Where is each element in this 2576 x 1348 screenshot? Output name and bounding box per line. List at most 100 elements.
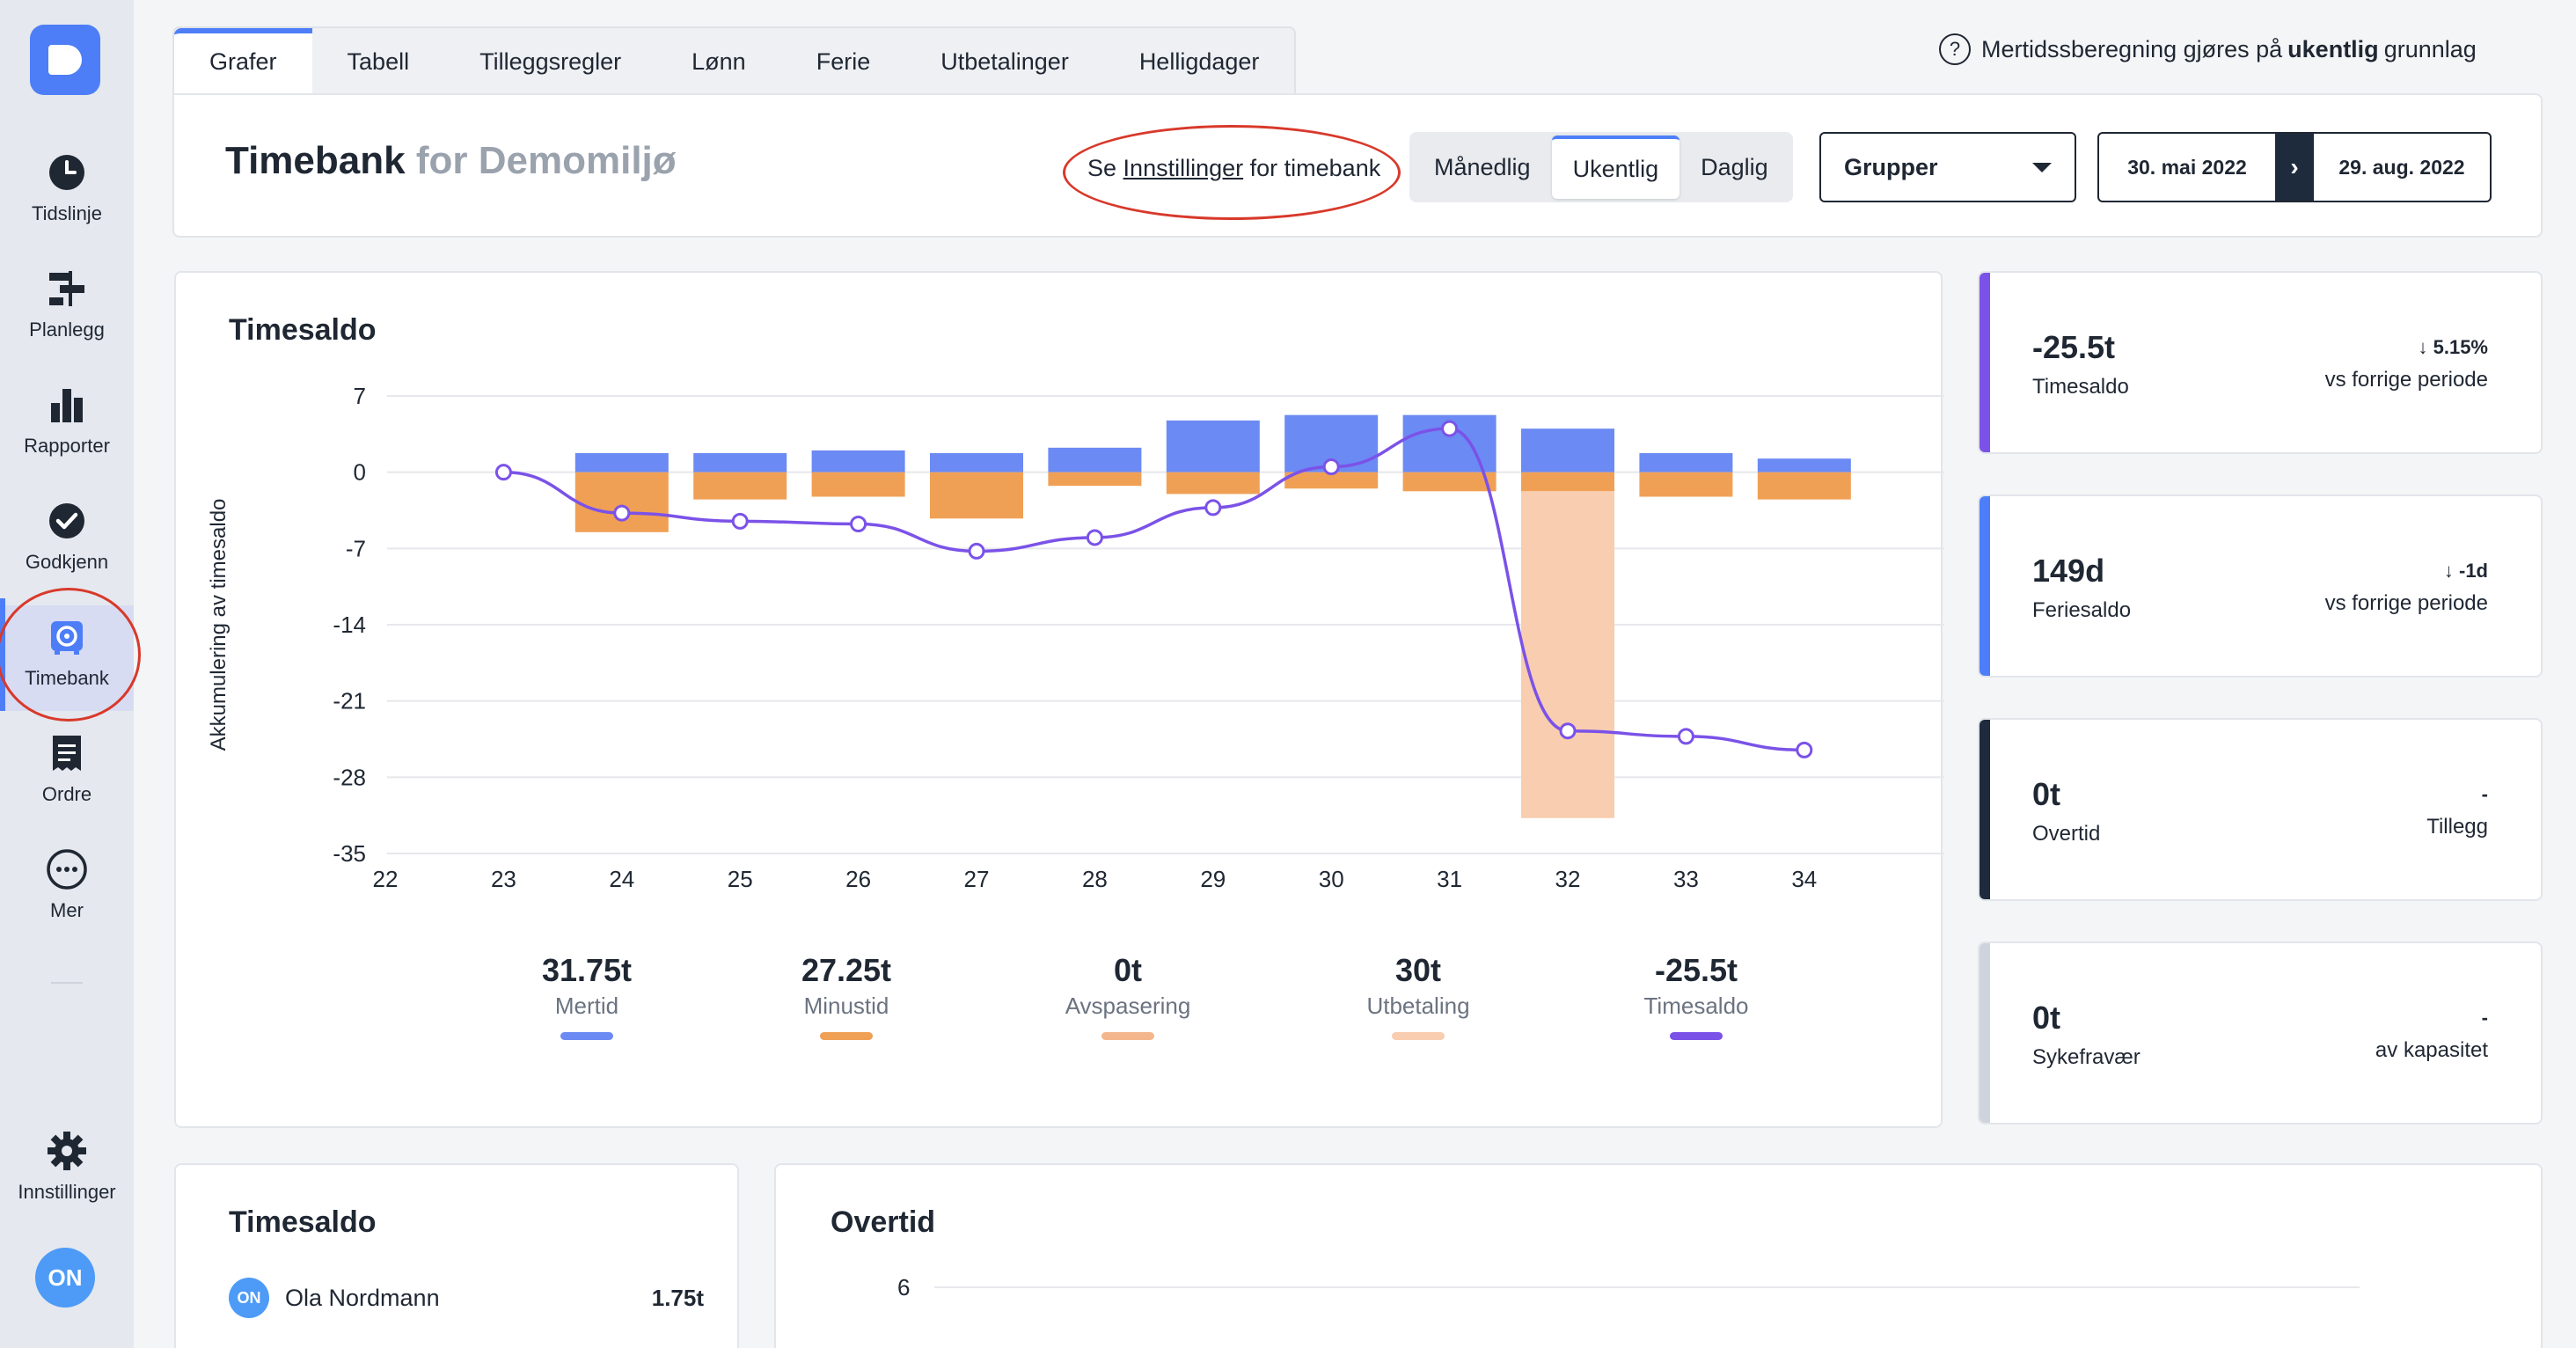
- timesaldo-point: [968, 542, 985, 560]
- stat-card-sykefravaer: 0t Sykefravær - av kapasitet: [1978, 941, 2543, 1125]
- stat-card-timesaldo: -25.5t Timesaldo ↓ 5.15% vs forrige peri…: [1978, 271, 2543, 454]
- period-monthly[interactable]: Månedlig: [1434, 153, 1531, 180]
- bar-minustid: [1402, 472, 1497, 492]
- bar-mertid: [693, 453, 787, 473]
- timesaldo-point: [1677, 728, 1694, 745]
- stat-accent: [1980, 273, 1990, 452]
- chevron-right-icon[interactable]: ›: [2275, 134, 2314, 201]
- question-icon[interactable]: ?: [1939, 33, 1971, 65]
- bar-minustid: [1048, 472, 1142, 487]
- x-tick-label: 25: [728, 866, 753, 892]
- stat-comparison: ↓ -1d vs forrige periode: [2325, 560, 2488, 616]
- tab-helligdager[interactable]: Helligdager: [1138, 48, 1260, 75]
- bar-mertid: [1757, 458, 1851, 473]
- legend-avspasering: 0t Avspasering: [1040, 952, 1216, 1040]
- app-logo[interactable]: [30, 25, 100, 95]
- x-tick-label: 33: [1673, 866, 1699, 892]
- bar-minustid: [811, 472, 905, 497]
- bar-minustid: [1757, 472, 1851, 500]
- timesaldo-point: [1441, 420, 1459, 437]
- legend-minustid: 27.25t Minustid: [758, 952, 934, 1040]
- overtid-chart-card: Overtid 6: [774, 1163, 2543, 1348]
- stat-comparison: - Tillegg: [2426, 783, 2488, 839]
- sidebar-item-label: Innstillinger: [18, 1181, 116, 1203]
- sidebar-item-innstillinger[interactable]: Innstillinger: [0, 1119, 134, 1225]
- legend-value: 0t: [1113, 952, 1142, 988]
- card-title: Overtid: [831, 1205, 936, 1239]
- sidebar-item-ordre[interactable]: Ordre: [0, 722, 134, 827]
- legend-swatch: [1392, 1032, 1445, 1040]
- bar-mertid: [574, 453, 669, 473]
- settings-link[interactable]: Innstillinger: [1123, 155, 1244, 181]
- user-avatar[interactable]: ON: [35, 1248, 95, 1308]
- bar-minustid: [1284, 472, 1379, 489]
- x-tick-label: 22: [373, 866, 399, 892]
- legend-label: Minustid: [803, 993, 889, 1019]
- bar-minustid: [1521, 472, 1614, 492]
- tab-utbetalinger[interactable]: Utbetalinger: [940, 48, 1069, 75]
- legend-mertid: 31.75t Mertid: [499, 952, 675, 1040]
- sidebar-item-timebank[interactable]: Timebank: [0, 605, 134, 711]
- legend-label: Timesaldo: [1643, 993, 1749, 1019]
- stat-accent: [1980, 496, 1990, 676]
- check-circle-icon: [46, 500, 88, 542]
- sidebar-item-mer[interactable]: Mer: [0, 838, 134, 943]
- active-indicator: [0, 598, 5, 711]
- settings-prefix: Se: [1087, 155, 1117, 181]
- stat-comparison: ↓ 5.15% vs forrige periode: [2325, 336, 2488, 392]
- info-bold: ukentlig: [2287, 35, 2379, 62]
- more-icon: [46, 848, 88, 890]
- y-tick-label: 0: [354, 459, 366, 486]
- tab-lonn[interactable]: Lønn: [692, 48, 746, 75]
- legend-swatch: [1670, 1032, 1723, 1040]
- timesaldo-point: [1322, 458, 1340, 475]
- date-to[interactable]: 29. aug. 2022: [2338, 155, 2465, 179]
- timesaldo-chart: 7 0 -7 -14 -21 -28 -35 Akkumulering av timesald…: [207, 383, 1944, 892]
- date-from[interactable]: 30. mai 2022: [2127, 155, 2247, 179]
- sidebar-item-label: Godkjenn: [25, 551, 109, 573]
- bar-utbetaling: [1521, 491, 1614, 818]
- info-prefix: Mertidssberegning gjøres på: [1981, 35, 2283, 62]
- legend-utbetaling: 30t Utbetaling: [1330, 952, 1506, 1040]
- gear-icon: [46, 1130, 88, 1172]
- date-range-picker: 30. mai 2022 › 29. aug. 2022: [2097, 132, 2492, 202]
- sidebar-item-label: Timebank: [25, 667, 109, 689]
- bar-minustid: [693, 472, 787, 500]
- y-tick-label: -21: [333, 688, 366, 714]
- tab-tabell[interactable]: Tabell: [347, 48, 410, 75]
- timesaldo-point: [1204, 499, 1222, 516]
- tab-tilleggsregler[interactable]: Tilleggsregler: [479, 48, 622, 75]
- bar-minustid: [1166, 472, 1260, 495]
- sidebar-item-rapporter[interactable]: Rapporter: [0, 373, 134, 479]
- x-tick-label: 23: [491, 866, 516, 892]
- legend-label: Utbetaling: [1366, 993, 1470, 1019]
- clock-icon: [46, 151, 88, 194]
- legend-value: 30t: [1394, 952, 1442, 988]
- bar-mertid: [930, 453, 1023, 473]
- group-select[interactable]: Grupper: [1819, 132, 2076, 202]
- sidebar-item-label: Rapporter: [24, 435, 110, 457]
- timesaldo-point: [494, 464, 512, 481]
- stat-value: -25.5t: [2032, 329, 2116, 365]
- period-daily[interactable]: Daglig: [1701, 153, 1768, 180]
- page-title-sub: for Demomiljø: [415, 139, 677, 182]
- avatar: ON: [229, 1278, 269, 1318]
- sidebar-item-godkjenn[interactable]: Godkjenn: [0, 489, 134, 595]
- stat-sub: vs forrige periode: [2324, 591, 2488, 615]
- sidebar-item-tidslinje[interactable]: Tidslinje: [0, 141, 134, 246]
- stat-card-overtid: 0t Overtid - Tillegg: [1978, 718, 2543, 901]
- bar-mertid: [1521, 429, 1614, 473]
- stat-comparison: - av kapasitet: [2375, 1007, 2488, 1063]
- stat-value: 0t: [2032, 776, 2061, 812]
- stat-label: Timesaldo: [2032, 375, 2129, 399]
- tab-grafer[interactable]: Grafer: [174, 28, 312, 95]
- y-tick-label: -35: [333, 840, 366, 867]
- bar-mertid: [1048, 447, 1142, 473]
- tab-ferie[interactable]: Ferie: [816, 48, 871, 75]
- stat-change: -: [2481, 783, 2488, 805]
- period-weekly[interactable]: Ukentlig: [1551, 136, 1680, 199]
- list-item[interactable]: ON Ola Nordmann 1.75t: [229, 1278, 704, 1318]
- sidebar-item-planlegg[interactable]: Planlegg: [0, 257, 134, 363]
- x-tick-label: 24: [609, 866, 634, 892]
- sidebar-item-label: Ordre: [41, 783, 92, 805]
